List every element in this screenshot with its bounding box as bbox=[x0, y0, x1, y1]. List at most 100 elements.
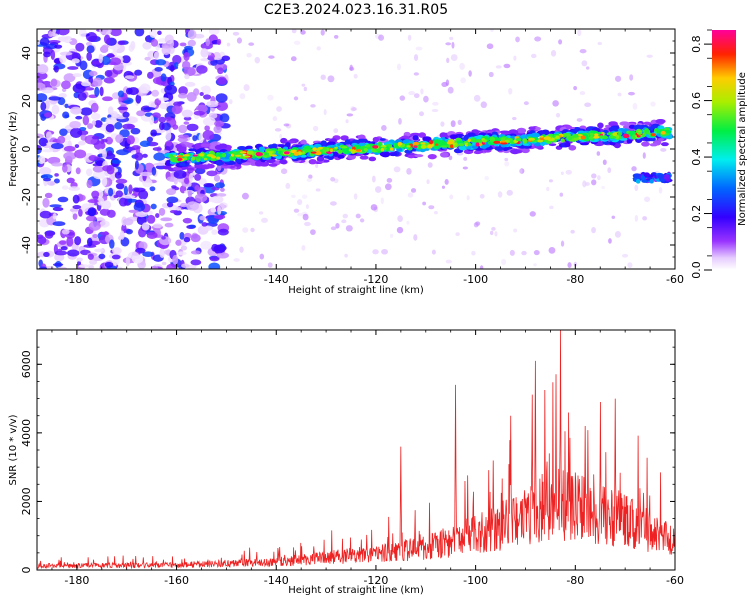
noise-blob bbox=[193, 88, 200, 96]
noise-blob bbox=[219, 113, 230, 123]
noise-blob bbox=[205, 38, 211, 47]
echo-blob bbox=[510, 143, 517, 147]
noise-blob bbox=[39, 37, 50, 46]
echo-blob bbox=[168, 154, 174, 158]
noise-blob bbox=[446, 57, 450, 64]
noise-blob bbox=[441, 81, 448, 88]
noise-blob bbox=[658, 187, 663, 194]
echo-core bbox=[435, 143, 439, 147]
echo-blob bbox=[516, 127, 527, 134]
noise-blob bbox=[190, 250, 201, 255]
noise-blob bbox=[506, 189, 513, 196]
noise-blob bbox=[330, 226, 337, 231]
echo-core bbox=[522, 138, 528, 143]
noise-blob bbox=[60, 246, 68, 251]
noise-blob bbox=[570, 229, 575, 234]
echo-blob bbox=[200, 143, 211, 148]
echo-core bbox=[420, 142, 426, 145]
noise-blob bbox=[164, 116, 172, 121]
noise-blob bbox=[329, 201, 337, 206]
noise-blob bbox=[192, 135, 198, 142]
echo-blob bbox=[240, 162, 252, 166]
noise-blob bbox=[213, 125, 222, 134]
noise-blob bbox=[104, 69, 113, 78]
noise-blob bbox=[216, 38, 222, 46]
echo-core bbox=[235, 154, 242, 157]
noise-blob bbox=[81, 81, 91, 87]
noise-blob bbox=[78, 140, 86, 146]
noise-blob bbox=[243, 84, 250, 92]
echo-core bbox=[406, 145, 411, 148]
noise-blob bbox=[206, 100, 219, 108]
echo-blob bbox=[568, 144, 577, 151]
echo-core bbox=[412, 141, 420, 146]
noise-blob bbox=[501, 258, 507, 266]
noise-blob bbox=[181, 109, 193, 118]
noise-blob bbox=[448, 155, 453, 161]
noise-blob bbox=[54, 58, 61, 64]
noise-blob bbox=[200, 42, 213, 50]
spectrogram-xtick-label: -80 bbox=[566, 273, 584, 286]
noise-blob bbox=[644, 196, 651, 203]
echo-core bbox=[572, 133, 579, 138]
noise-blob bbox=[70, 106, 82, 115]
noise-blob bbox=[141, 222, 150, 231]
noise-blob bbox=[188, 224, 197, 229]
noise-blob bbox=[206, 170, 218, 177]
colorbar-tick-label: 0.2 bbox=[690, 205, 703, 223]
noise-blob bbox=[486, 43, 494, 50]
noise-blob bbox=[297, 199, 303, 205]
noise-blob bbox=[122, 195, 136, 199]
secondary-echo-blob bbox=[635, 179, 641, 184]
noise-blob bbox=[131, 145, 141, 150]
noise-blob bbox=[101, 200, 112, 210]
echo-core bbox=[504, 139, 510, 143]
colorbar-tick-label: 0.8 bbox=[690, 35, 703, 53]
echo-core bbox=[528, 137, 536, 141]
noise-blob bbox=[220, 187, 225, 192]
noise-blob bbox=[248, 42, 255, 46]
noise-blob bbox=[139, 83, 151, 94]
noise-blob bbox=[38, 137, 48, 147]
noise-blob bbox=[123, 185, 128, 196]
noise-blob bbox=[300, 30, 306, 35]
noise-blob bbox=[615, 75, 622, 82]
noise-blob bbox=[627, 262, 633, 268]
noise-blob bbox=[258, 211, 264, 215]
noise-blob bbox=[39, 210, 52, 219]
noise-blob bbox=[310, 229, 316, 236]
echo-blob bbox=[579, 142, 590, 146]
noise-blob bbox=[101, 44, 109, 49]
echo-core bbox=[334, 146, 338, 149]
noise-blob bbox=[290, 56, 297, 62]
noise-blob bbox=[413, 72, 419, 76]
noise-blob bbox=[71, 58, 80, 64]
noise-blob bbox=[466, 195, 470, 201]
noise-blob bbox=[246, 53, 252, 58]
noise-blob bbox=[359, 218, 365, 223]
snr-frame bbox=[36, 329, 676, 571]
echo-blob bbox=[412, 135, 419, 141]
echo-blob bbox=[342, 148, 350, 155]
noise-blob bbox=[62, 164, 68, 173]
echo-blob bbox=[562, 133, 572, 137]
noise-blob bbox=[584, 102, 592, 108]
echo-blob bbox=[372, 136, 380, 143]
echo-blob bbox=[195, 155, 203, 159]
noise-blob bbox=[54, 44, 63, 49]
echo-core bbox=[243, 155, 251, 158]
noise-blob bbox=[77, 92, 87, 101]
noise-blob bbox=[333, 128, 339, 134]
noise-blob bbox=[49, 204, 62, 208]
echo-core bbox=[312, 147, 317, 152]
noise-blob bbox=[291, 29, 297, 34]
noise-blob bbox=[471, 250, 476, 256]
noise-blob bbox=[617, 92, 622, 97]
echo-core bbox=[458, 143, 465, 147]
noise-blob bbox=[323, 109, 327, 116]
noise-blob bbox=[47, 180, 56, 186]
noise-blob bbox=[353, 193, 358, 200]
noise-blob bbox=[386, 178, 393, 183]
noise-blob bbox=[164, 84, 178, 95]
noise-blob bbox=[166, 202, 174, 208]
